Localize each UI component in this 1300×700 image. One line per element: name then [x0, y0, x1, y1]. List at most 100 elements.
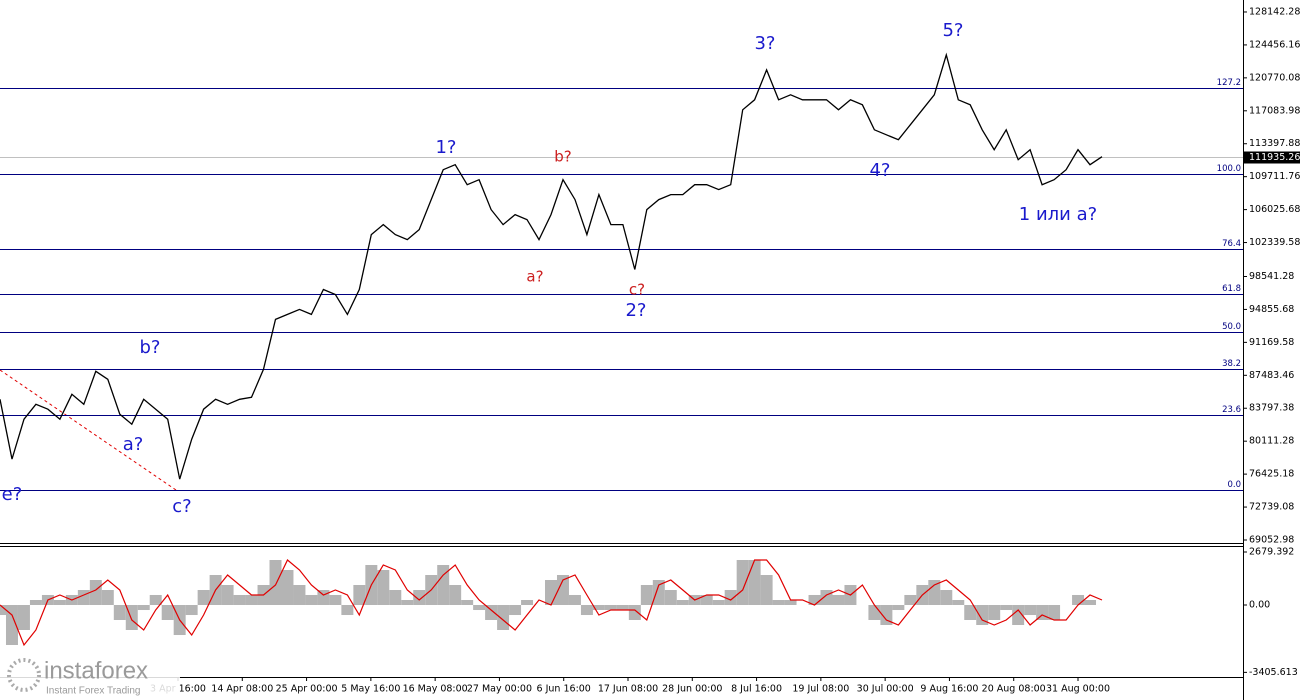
histogram-bar — [101, 590, 114, 606]
x-tick-label: 16 May 08:00 — [403, 684, 468, 695]
histogram-bar — [197, 590, 210, 606]
histogram-bar — [1036, 605, 1049, 620]
histogram-bar — [880, 605, 893, 625]
wave-label: b? — [554, 148, 571, 166]
wave-label: c? — [172, 496, 191, 517]
wave-label: b? — [140, 337, 161, 358]
x-tick-label: 19 Jul 08:00 — [792, 684, 849, 695]
wave-label: c? — [629, 281, 645, 299]
histogram-bar — [808, 594, 821, 606]
y-tick-label: 76425.18 — [1249, 469, 1294, 480]
y-tick-label: 102339.58 — [1249, 237, 1300, 248]
histogram-bar — [353, 585, 366, 606]
x-tick-label: 27 May 00:00 — [467, 684, 532, 695]
histogram-bar — [521, 599, 534, 606]
y-tick-label: 117083.98 — [1249, 105, 1300, 116]
y-tick-label: 124456.16 — [1249, 39, 1300, 50]
histogram-bar — [221, 585, 234, 606]
y-tick-label: 120770.08 — [1249, 72, 1300, 83]
histogram-bar — [413, 590, 426, 606]
histogram-bar — [976, 605, 989, 625]
histogram-bar — [988, 605, 1001, 620]
histogram-bar — [592, 605, 605, 611]
y-tick-label: 91169.58 — [1249, 337, 1294, 348]
histogram-bar — [568, 594, 581, 606]
histogram-bar — [556, 574, 569, 606]
current-price-box — [1244, 151, 1300, 164]
histogram-bar — [628, 605, 641, 620]
y-tick-label: 80111.28 — [1249, 436, 1294, 447]
histogram-bar — [700, 594, 713, 606]
fib-label: 0.0 — [1227, 480, 1241, 490]
fib-label: 76.4 — [1222, 239, 1241, 249]
histogram-bar — [1000, 605, 1013, 611]
y-tick-label: 128142.28 — [1249, 6, 1300, 17]
x-tick-label: 5 May 16:00 — [341, 684, 400, 695]
signal-line — [0, 559, 1103, 647]
y-tick-label: 69052.98 — [1249, 534, 1294, 545]
histogram-bar — [485, 605, 498, 620]
x-tick-label: 14 Apr 08:00 — [211, 684, 273, 695]
y-tick-label: 0.00 — [1249, 600, 1270, 611]
histogram-bar — [341, 605, 354, 616]
fib-label: 50.0 — [1222, 322, 1241, 332]
histogram-bar — [245, 594, 258, 606]
y-tick-label: 87483.46 — [1249, 370, 1294, 381]
wave-label: 1 или а? — [1019, 204, 1097, 225]
histogram-bar — [545, 580, 557, 606]
x-tick-label: 17 Jun 08:00 — [598, 684, 658, 695]
x-tick-label: 20 Aug 08:00 — [982, 684, 1046, 695]
y-tick-label: 2679.392 — [1249, 547, 1294, 558]
histogram-bar — [89, 580, 102, 606]
histogram-bar — [137, 605, 150, 611]
x-tick-label: 28 Jun 00:00 — [662, 684, 722, 695]
brand-tagline: Instant Forex Trading — [46, 686, 141, 697]
histogram-bar — [113, 605, 126, 620]
x-tick-label: 25 Apr 00:00 — [276, 684, 338, 695]
histogram-bar — [820, 590, 833, 606]
y-tick-label: 113397.88 — [1249, 138, 1300, 149]
y-tick-label: 98541.28 — [1249, 271, 1294, 282]
wave-label: e? — [2, 484, 23, 505]
logo: instaforex Instant Forex Trading — [0, 655, 180, 700]
histogram-bar — [1048, 605, 1061, 620]
histogram-bar — [389, 590, 402, 606]
histogram-bar — [784, 599, 797, 606]
wave-label: 3? — [754, 33, 775, 54]
histogram-bar — [185, 605, 198, 616]
histogram-bar — [664, 590, 677, 606]
y-tick-label: 72739.08 — [1249, 502, 1294, 513]
histogram-bar — [640, 585, 653, 606]
histogram-bar — [616, 605, 629, 611]
histogram-bar — [461, 599, 474, 606]
wave-label: a? — [123, 434, 144, 455]
price-line — [0, 52, 1103, 480]
histogram-bar — [449, 585, 462, 606]
fib-label: 23.6 — [1222, 405, 1241, 415]
histogram-bar — [652, 580, 665, 606]
histogram-bar — [161, 605, 174, 620]
current-price-label: 111935.26 — [1249, 152, 1300, 163]
histogram-bar — [29, 599, 42, 606]
histogram-bar — [748, 560, 761, 606]
x-tick-label: 9 Aug 16:00 — [920, 684, 978, 695]
histogram-bar — [760, 574, 773, 606]
histogram-bar — [377, 570, 390, 606]
histogram-bar — [892, 605, 905, 611]
histogram-bar — [712, 599, 725, 606]
y-tick-label: 109711.76 — [1249, 171, 1300, 182]
histogram-bar — [317, 590, 330, 606]
histogram-bar — [281, 570, 294, 606]
wave-label: 4? — [869, 160, 890, 181]
y-tick-label: 106025.68 — [1249, 204, 1300, 215]
histogram-bar — [736, 560, 749, 606]
histogram-bar — [149, 594, 162, 606]
histogram-bar — [940, 590, 953, 606]
histogram-bar — [5, 605, 18, 645]
histogram-bar — [269, 560, 282, 606]
histogram-bar — [1084, 599, 1097, 606]
histogram-bar — [676, 599, 689, 606]
histogram-bar — [1024, 605, 1037, 616]
